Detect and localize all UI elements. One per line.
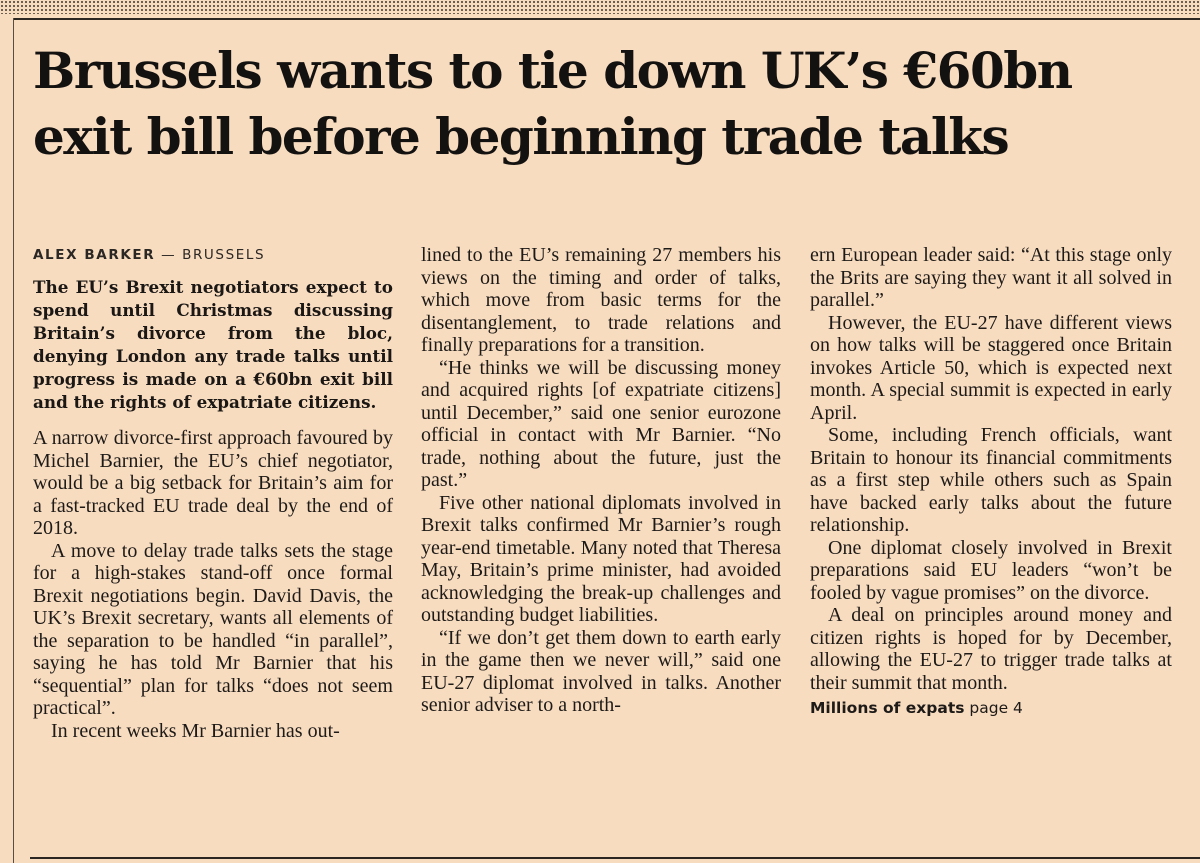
byline-separator: — bbox=[155, 247, 183, 263]
top-rule-line bbox=[14, 18, 1200, 20]
body-paragraph: Five other national diplomats involved i… bbox=[421, 491, 781, 627]
body-paragraph: A narrow divorce-first approach favoured… bbox=[33, 427, 393, 539]
body-paragraph: A deal on principles around money and ci… bbox=[810, 604, 1172, 694]
byline-author: ALEX BARKER bbox=[33, 247, 156, 263]
left-column-rule bbox=[13, 18, 14, 863]
dotted-top-border bbox=[0, 0, 1200, 14]
body-paragraph: One diplomat closely involved in Brexit … bbox=[810, 536, 1172, 604]
body-paragraph-split-start: In recent weeks Mr Barnier has out- bbox=[51, 719, 340, 742]
body-paragraph-split-end: lined to the EU’s remaining 27 members h… bbox=[421, 244, 781, 356]
continuation-link[interactable]: Millions of expats page 4 bbox=[810, 696, 1172, 720]
article-column-3: ern European leader said: “At this stage… bbox=[810, 244, 1172, 720]
body-paragraph: Some, including French officials, want B… bbox=[810, 424, 1172, 536]
body-paragraph-split-end: ern European leader said: “At this stage… bbox=[810, 244, 1172, 311]
bottom-rule-line bbox=[30, 857, 1200, 859]
byline: ALEX BARKER — BRUSSELS bbox=[33, 244, 393, 266]
body-paragraph-split-start: “If we don’t get them down to earth earl… bbox=[421, 626, 781, 717]
headline: Brussels wants to tie down UK’s €60bn ex… bbox=[33, 41, 1073, 166]
continuation-label: Millions of expats bbox=[810, 699, 965, 717]
article-column-1: ALEX BARKER — BRUSSELS The EU’s Brexit n… bbox=[33, 244, 393, 742]
lede-paragraph: The EU’s Brexit negotiators expect to sp… bbox=[33, 277, 393, 412]
body-paragraph: However, the EU-27 have different views … bbox=[810, 311, 1172, 424]
article-column-2: lined to the EU’s remaining 27 members h… bbox=[421, 244, 781, 717]
continuation-page: page 4 bbox=[969, 699, 1023, 717]
body-paragraph: A move to delay trade talks sets the sta… bbox=[33, 539, 393, 720]
byline-location: BRUSSELS bbox=[182, 247, 266, 263]
body-paragraph: “He thinks we will be discussing money a… bbox=[421, 356, 781, 492]
